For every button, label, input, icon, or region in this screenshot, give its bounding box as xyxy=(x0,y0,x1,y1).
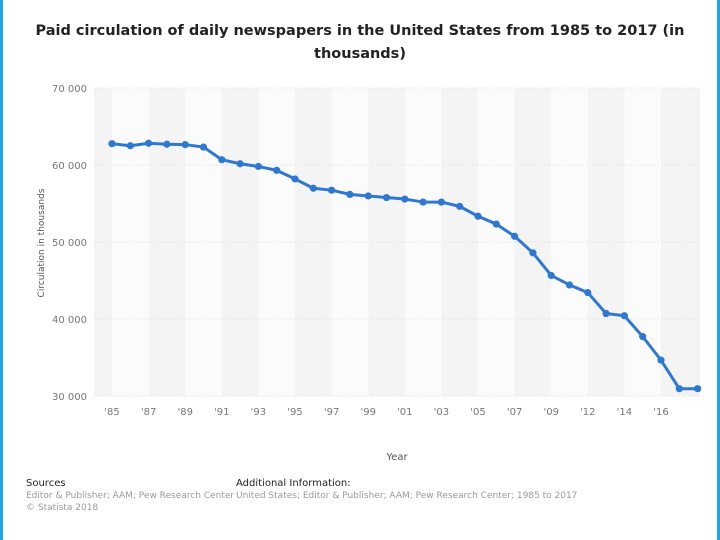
data-point xyxy=(657,356,665,364)
y-axis-label: Circulation in thousands xyxy=(37,188,47,297)
y-axis-ticks: 70 000 60 000 50 000 40 000 30 000 xyxy=(52,84,87,403)
data-point xyxy=(565,281,574,289)
data-point xyxy=(199,143,208,151)
data-point xyxy=(474,212,482,220)
copyright-text: © Statista 2018 xyxy=(26,503,99,513)
x-tick-label: '07 xyxy=(507,407,522,418)
x-tick-label: '97 xyxy=(324,407,339,418)
data-point xyxy=(456,202,464,210)
data-point xyxy=(328,186,336,194)
data-point xyxy=(602,309,610,318)
y-tick-label: 60 000 xyxy=(52,161,87,172)
data-point xyxy=(437,198,445,206)
x-tick-label: '93 xyxy=(251,407,266,418)
x-tick-label: '95 xyxy=(287,407,302,418)
data-point xyxy=(639,333,647,341)
data-point xyxy=(218,156,226,164)
data-point xyxy=(382,193,391,202)
frame-right-border xyxy=(717,0,720,540)
x-tick-label: '85 xyxy=(104,407,119,418)
x-tick-label: '14 xyxy=(617,407,632,418)
plot-band xyxy=(551,88,588,396)
data-point xyxy=(510,232,519,240)
data-point xyxy=(163,140,171,148)
sources-block: Sources Editor & Publisher; AAM; Pew Res… xyxy=(26,478,234,514)
additional-info-heading: Additional Information: xyxy=(236,478,351,489)
data-point xyxy=(620,312,629,320)
plot-band xyxy=(258,88,295,396)
x-tick-label: '01 xyxy=(397,407,412,418)
x-axis-ticks: '85 '87 '89 '91 '93 '95 '97 '99 '01 '03 '05 '07 '09 '… xyxy=(104,407,668,418)
data-point xyxy=(181,141,189,149)
y-tick-label: 30 000 xyxy=(52,392,87,403)
data-point xyxy=(273,166,281,174)
data-point xyxy=(254,162,262,171)
chart-title: Paid circulation of daily newspapers in … xyxy=(35,23,685,62)
x-tick-label: '05 xyxy=(470,407,485,418)
x-tick-label: '12 xyxy=(580,407,595,418)
data-point xyxy=(419,198,427,206)
x-tick-label: '87 xyxy=(141,407,156,418)
x-axis-label: Year xyxy=(385,452,408,463)
x-tick-label: '99 xyxy=(360,407,375,418)
data-point xyxy=(675,385,683,393)
data-point xyxy=(236,160,244,168)
grid-lines xyxy=(94,87,700,397)
frame-left-border xyxy=(0,0,3,540)
data-point xyxy=(694,385,702,393)
data-point xyxy=(291,175,299,183)
x-tick-label: '89 xyxy=(177,407,192,418)
plot-band xyxy=(624,88,661,396)
x-tick-label: '03 xyxy=(434,407,449,418)
data-point xyxy=(364,192,372,200)
y-tick-label: 40 000 xyxy=(52,315,87,326)
sources-heading: Sources xyxy=(26,478,66,489)
data-point xyxy=(529,249,537,257)
plot-band xyxy=(404,88,442,396)
data-point xyxy=(145,139,153,147)
plot-band xyxy=(185,88,222,396)
data-point xyxy=(346,190,354,198)
y-tick-label: 50 000 xyxy=(52,238,87,249)
data-point xyxy=(126,142,134,150)
data-point xyxy=(108,140,116,148)
series-points xyxy=(108,139,702,393)
data-point xyxy=(547,271,555,280)
x-tick-label: '16 xyxy=(653,407,668,418)
data-point xyxy=(584,288,592,297)
additional-info-block: Additional Information: United States; E… xyxy=(236,478,577,502)
data-point xyxy=(401,195,409,203)
x-tick-label: '91 xyxy=(214,407,229,418)
sources-text: Editor & Publisher; AAM; Pew Research Ce… xyxy=(26,491,235,501)
additional-info-text: United States; Editor & Publisher; AAM; … xyxy=(236,491,578,501)
data-point xyxy=(309,184,317,192)
y-tick-label: 70 000 xyxy=(52,84,87,95)
x-tick-label: '09 xyxy=(543,407,558,418)
data-point xyxy=(492,220,500,228)
